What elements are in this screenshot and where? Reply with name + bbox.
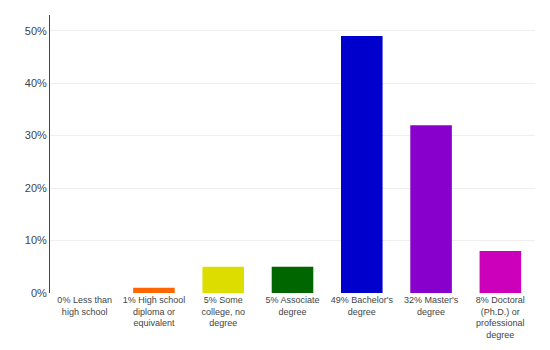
svg-text:1% High schooldiploma orequiva: 1% High schooldiploma orequivalent (123, 295, 186, 328)
svg-text:40%: 40% (25, 77, 47, 89)
svg-text:10%: 10% (25, 234, 47, 246)
svg-text:32% Master'sdegree: 32% Master'sdegree (404, 295, 459, 317)
svg-text:5% Associatedegree: 5% Associatedegree (265, 295, 319, 317)
svg-text:5% Somecollege, nodegree: 5% Somecollege, nodegree (201, 295, 245, 328)
svg-text:0%: 0% (31, 287, 47, 299)
svg-text:50%: 50% (25, 25, 47, 37)
svg-text:8% Doctoral(Ph.D.) orprofessio: 8% Doctoral(Ph.D.) orprofessionaldegree (476, 295, 525, 340)
svg-text:30%: 30% (25, 129, 47, 141)
svg-text:0% Less thanhigh school: 0% Less thanhigh school (57, 295, 112, 317)
svg-text:20%: 20% (25, 182, 47, 194)
svg-text:49% Bachelor'sdegree: 49% Bachelor'sdegree (331, 295, 394, 317)
